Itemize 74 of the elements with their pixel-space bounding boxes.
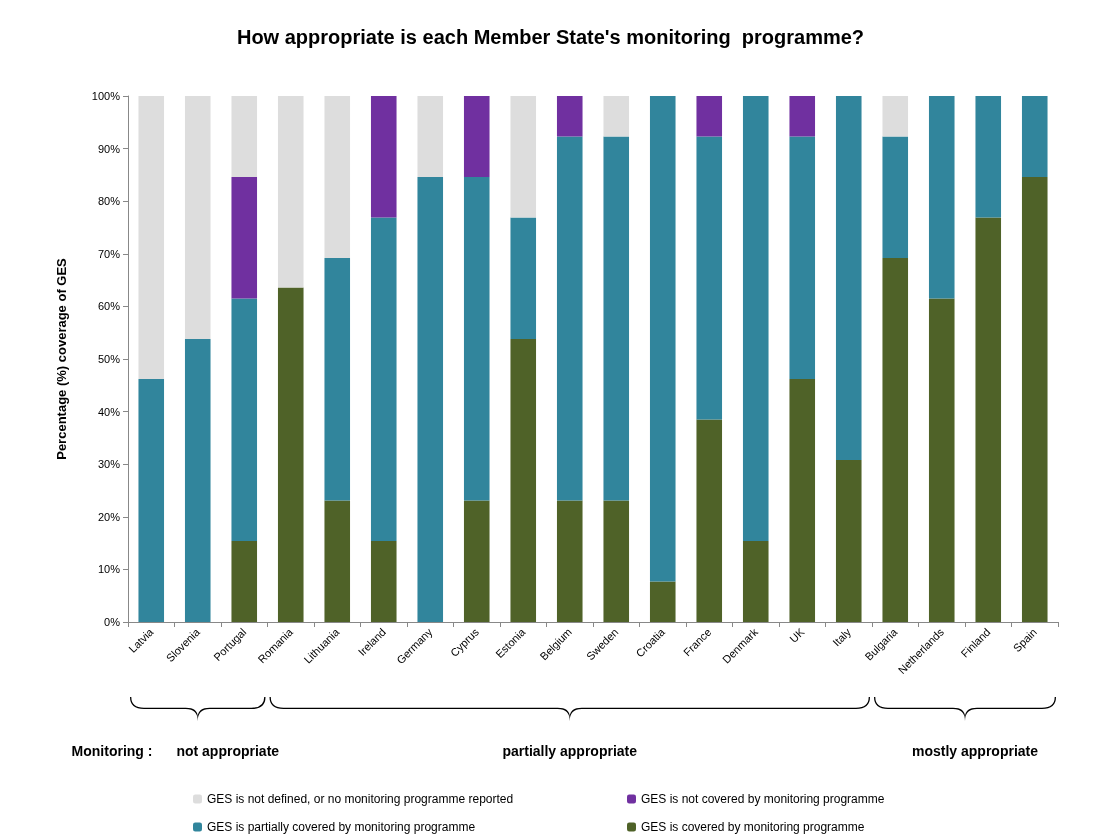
bar bbox=[882, 136, 909, 259]
bar bbox=[649, 96, 676, 582]
y-axis-title: Percentage (%) coverage of GES bbox=[54, 257, 69, 460]
bar bbox=[556, 136, 583, 501]
y-tick-label: 60% bbox=[97, 300, 121, 313]
bar bbox=[138, 96, 165, 379]
bar bbox=[138, 378, 165, 622]
bar bbox=[184, 339, 211, 622]
bar bbox=[603, 136, 630, 501]
bar bbox=[603, 500, 630, 622]
bar bbox=[417, 96, 444, 177]
legend-label: GES is partially covered by monitoring programme bbox=[207, 820, 476, 834]
bar bbox=[556, 96, 583, 137]
bar bbox=[370, 217, 397, 541]
x-tick-label: UK bbox=[787, 625, 807, 646]
bar bbox=[463, 177, 490, 501]
bar bbox=[510, 217, 537, 340]
bar bbox=[789, 378, 816, 622]
bar bbox=[463, 500, 490, 622]
bar bbox=[1021, 177, 1048, 622]
y-tick-label: 20% bbox=[97, 510, 121, 523]
bar bbox=[928, 96, 955, 299]
bar bbox=[975, 217, 1002, 622]
bar bbox=[184, 96, 211, 340]
y-tick-label: 90% bbox=[97, 142, 121, 155]
bar bbox=[324, 96, 351, 259]
bar bbox=[975, 96, 1002, 218]
bar bbox=[696, 419, 723, 622]
bar bbox=[277, 96, 304, 288]
bar bbox=[370, 96, 397, 218]
bar bbox=[835, 96, 862, 460]
y-tick-label: 100% bbox=[91, 90, 121, 102]
bar bbox=[463, 96, 490, 177]
bar bbox=[231, 177, 258, 299]
bar bbox=[231, 541, 258, 622]
bar bbox=[882, 96, 909, 137]
bar bbox=[696, 136, 723, 420]
bar bbox=[231, 298, 258, 541]
legend-label: GES is not defined, or no monitoring programme reported bbox=[207, 792, 514, 806]
bar bbox=[370, 541, 397, 622]
text: mostly appropriate bbox=[911, 743, 1039, 759]
bar bbox=[324, 258, 351, 501]
y-tick-label: 50% bbox=[97, 353, 121, 365]
bar bbox=[1021, 96, 1048, 177]
y-tick-label: 10% bbox=[97, 563, 121, 576]
legend-label: GES is not covered by monitoring programme bbox=[641, 792, 885, 806]
bar bbox=[696, 96, 723, 137]
y-tick-label: 30% bbox=[97, 458, 121, 471]
bar bbox=[789, 136, 816, 379]
bar bbox=[835, 459, 862, 622]
bar bbox=[603, 96, 630, 137]
text: not appropriate bbox=[176, 743, 280, 759]
bar bbox=[789, 96, 816, 137]
y-tick-label: 70% bbox=[97, 247, 121, 260]
text: partially appropriate bbox=[502, 743, 638, 759]
bar bbox=[510, 339, 537, 622]
y-tick-label: 0% bbox=[104, 616, 121, 628]
bar bbox=[417, 177, 444, 622]
bar bbox=[510, 96, 537, 218]
text: Monitoring : bbox=[71, 743, 153, 759]
bar bbox=[556, 500, 583, 622]
chart-title: How appropriate is each Member State's monitoring programme? bbox=[236, 26, 865, 48]
bar bbox=[742, 96, 769, 541]
bar bbox=[277, 287, 304, 622]
bar bbox=[231, 96, 258, 177]
bar bbox=[649, 581, 676, 622]
legend-label: GES is covered by monitoring programme bbox=[641, 820, 865, 834]
y-tick-label: 40% bbox=[97, 405, 121, 418]
bar bbox=[928, 298, 955, 622]
bar bbox=[324, 500, 351, 622]
bar bbox=[742, 541, 769, 622]
x-tick-label: Italy bbox=[830, 625, 854, 649]
bar bbox=[882, 258, 909, 622]
y-tick-label: 80% bbox=[97, 195, 121, 208]
